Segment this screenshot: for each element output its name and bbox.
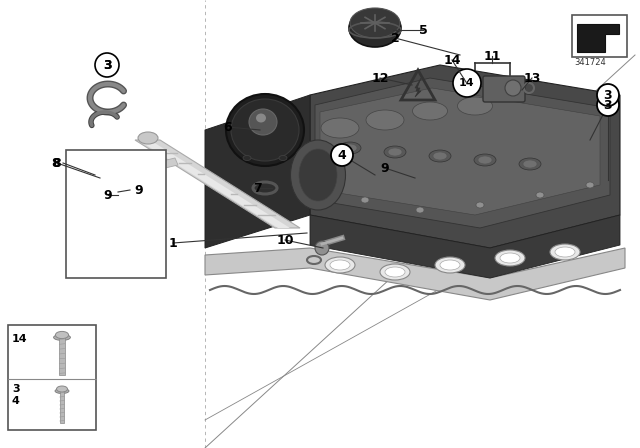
Text: 3: 3	[604, 99, 612, 112]
Ellipse shape	[339, 142, 361, 154]
Ellipse shape	[550, 244, 580, 260]
Text: 3: 3	[102, 59, 111, 72]
Text: 3: 3	[12, 384, 20, 394]
Ellipse shape	[586, 182, 594, 188]
Text: 12: 12	[371, 72, 388, 85]
Text: 6: 6	[224, 121, 232, 134]
Polygon shape	[138, 140, 290, 228]
Polygon shape	[205, 95, 310, 248]
Ellipse shape	[138, 132, 158, 144]
Ellipse shape	[384, 146, 406, 158]
Polygon shape	[577, 24, 619, 52]
Ellipse shape	[54, 334, 70, 340]
Ellipse shape	[55, 388, 69, 393]
Polygon shape	[158, 158, 178, 169]
Text: 10: 10	[276, 233, 294, 246]
Text: 9: 9	[134, 184, 143, 197]
Text: 8: 8	[51, 156, 60, 169]
Text: 3: 3	[604, 89, 612, 102]
Ellipse shape	[429, 150, 451, 162]
Ellipse shape	[495, 250, 525, 266]
Ellipse shape	[433, 152, 447, 160]
Text: 14: 14	[12, 334, 28, 344]
Text: 11: 11	[483, 49, 500, 63]
Ellipse shape	[350, 8, 400, 38]
Text: 341724: 341724	[574, 58, 605, 67]
Text: 4: 4	[12, 396, 20, 406]
Circle shape	[597, 84, 619, 106]
Text: 9: 9	[381, 161, 389, 175]
Circle shape	[95, 53, 119, 77]
Ellipse shape	[325, 257, 355, 273]
Ellipse shape	[416, 207, 424, 213]
FancyBboxPatch shape	[572, 15, 627, 57]
Ellipse shape	[500, 253, 520, 263]
Text: 7: 7	[253, 181, 262, 194]
Ellipse shape	[299, 149, 337, 201]
Text: 8: 8	[52, 156, 61, 169]
Ellipse shape	[385, 267, 405, 277]
Ellipse shape	[349, 9, 401, 47]
Text: 13: 13	[524, 72, 541, 85]
Ellipse shape	[231, 99, 299, 161]
Ellipse shape	[519, 158, 541, 170]
Ellipse shape	[256, 113, 266, 122]
Ellipse shape	[505, 80, 521, 96]
Polygon shape	[205, 248, 625, 300]
Ellipse shape	[474, 154, 496, 166]
Ellipse shape	[476, 202, 484, 208]
Ellipse shape	[315, 241, 329, 255]
Text: 4: 4	[338, 148, 346, 161]
Text: 2: 2	[390, 31, 399, 44]
Ellipse shape	[380, 264, 410, 280]
Ellipse shape	[56, 332, 68, 339]
Text: 14: 14	[444, 53, 461, 66]
Ellipse shape	[458, 97, 493, 115]
Circle shape	[453, 69, 481, 97]
Text: 14: 14	[459, 78, 475, 88]
Circle shape	[331, 144, 353, 166]
Ellipse shape	[478, 156, 492, 164]
Ellipse shape	[330, 260, 350, 270]
Text: 1: 1	[168, 237, 177, 250]
Ellipse shape	[56, 386, 67, 392]
Ellipse shape	[413, 102, 447, 120]
FancyBboxPatch shape	[60, 337, 65, 375]
Text: 9: 9	[104, 189, 112, 202]
FancyBboxPatch shape	[8, 325, 96, 430]
Ellipse shape	[279, 155, 287, 160]
Polygon shape	[310, 215, 620, 278]
Ellipse shape	[361, 197, 369, 203]
Ellipse shape	[523, 160, 537, 168]
Polygon shape	[315, 78, 610, 228]
Ellipse shape	[321, 118, 359, 138]
Circle shape	[597, 94, 619, 116]
Polygon shape	[415, 78, 421, 97]
Polygon shape	[310, 65, 620, 248]
FancyBboxPatch shape	[483, 76, 525, 102]
Ellipse shape	[536, 192, 544, 198]
Polygon shape	[135, 140, 300, 228]
Ellipse shape	[291, 140, 346, 210]
Ellipse shape	[440, 260, 460, 270]
Text: 5: 5	[419, 23, 428, 36]
FancyBboxPatch shape	[66, 150, 166, 278]
Ellipse shape	[555, 247, 575, 257]
Ellipse shape	[343, 144, 357, 152]
Ellipse shape	[243, 155, 251, 160]
FancyBboxPatch shape	[60, 391, 64, 423]
Ellipse shape	[226, 94, 304, 166]
Ellipse shape	[249, 109, 277, 135]
Polygon shape	[320, 88, 600, 215]
Text: 3: 3	[102, 59, 111, 72]
Ellipse shape	[435, 257, 465, 273]
Ellipse shape	[388, 148, 402, 156]
Ellipse shape	[366, 110, 404, 130]
